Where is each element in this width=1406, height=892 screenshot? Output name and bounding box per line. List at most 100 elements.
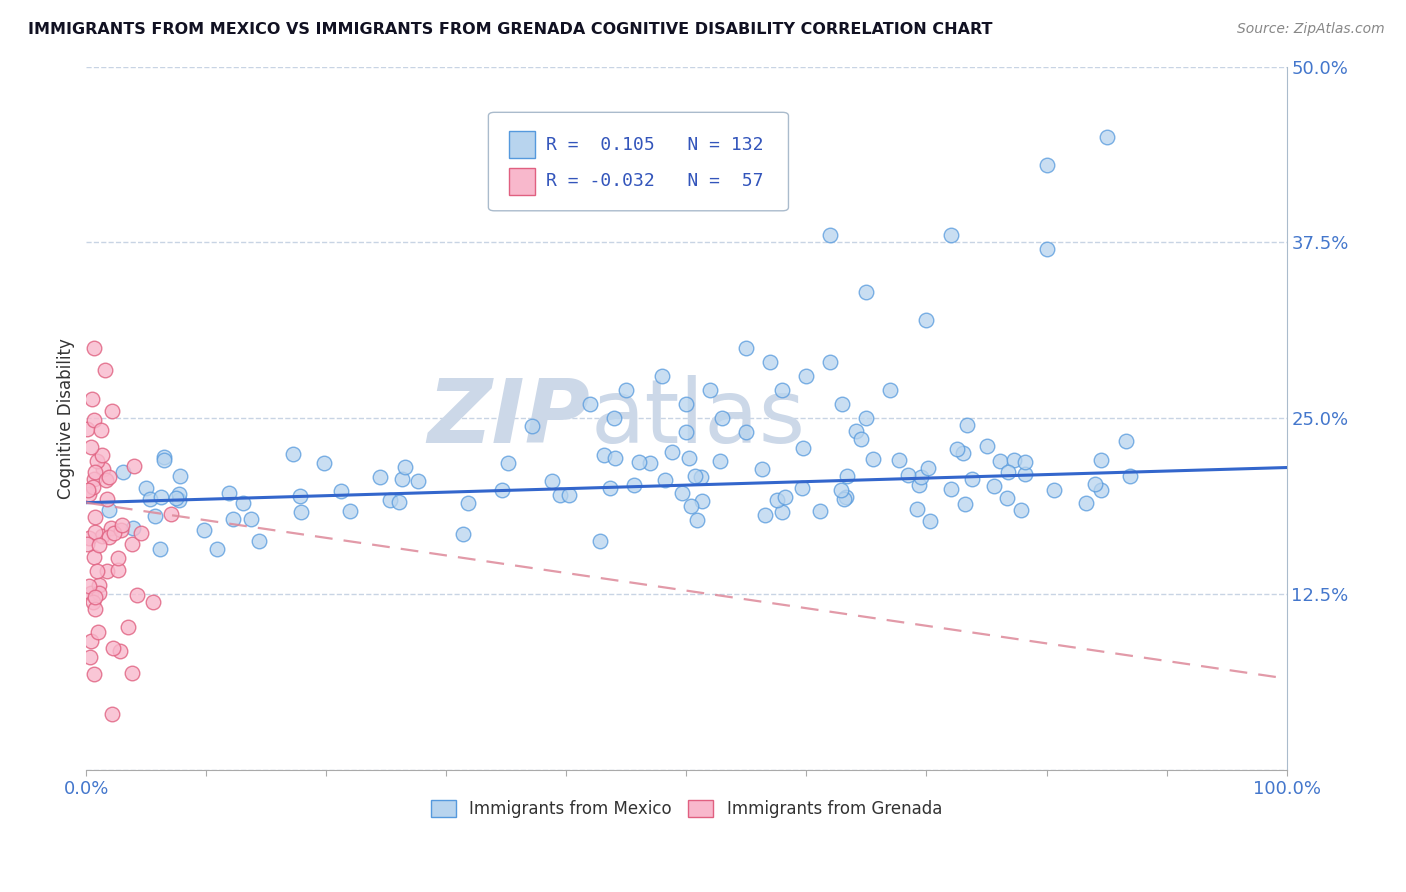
Point <box>82 480 104 494</box>
Point <box>983 479 1005 493</box>
Point <box>84 524 107 539</box>
Point <box>90 423 112 437</box>
Point <box>339 504 361 518</box>
Point <box>1014 454 1036 468</box>
Point <box>709 454 731 468</box>
Point <box>80 440 103 454</box>
Point <box>77 531 100 545</box>
Point <box>496 456 519 470</box>
Point <box>579 397 602 411</box>
Point <box>879 383 901 397</box>
Point <box>101 404 124 418</box>
Point <box>540 475 562 489</box>
Point <box>394 460 416 475</box>
Point <box>675 397 697 411</box>
Point <box>222 512 245 526</box>
Point <box>79 649 101 664</box>
Point <box>772 383 794 397</box>
Point <box>678 451 700 466</box>
Point <box>378 493 401 508</box>
Point <box>107 550 129 565</box>
Point <box>593 448 616 462</box>
Point <box>905 502 928 516</box>
Point <box>770 505 793 519</box>
Point <box>661 445 683 459</box>
Point <box>491 483 513 497</box>
Point <box>110 523 132 537</box>
Point <box>84 590 107 604</box>
Point <box>1002 453 1025 467</box>
Point <box>79 586 101 600</box>
Point <box>101 706 124 721</box>
Point <box>80 634 103 648</box>
Point <box>897 467 920 482</box>
Point <box>83 413 105 427</box>
Point <box>86 564 108 578</box>
Text: atlas: atlas <box>591 375 806 462</box>
Point <box>135 481 157 495</box>
Point <box>751 462 773 476</box>
Point <box>288 489 311 503</box>
Point <box>962 472 984 486</box>
Point <box>150 490 173 504</box>
Point <box>391 472 413 486</box>
Point <box>952 446 974 460</box>
Point <box>654 474 676 488</box>
Point <box>77 487 100 501</box>
Point <box>457 496 479 510</box>
Point <box>910 470 932 484</box>
Point <box>87 537 110 551</box>
Point <box>143 509 166 524</box>
Point <box>142 594 165 608</box>
Point <box>1115 434 1137 448</box>
Point <box>599 481 621 495</box>
Point <box>628 455 651 469</box>
Point <box>205 541 228 556</box>
Point <box>917 461 939 475</box>
Text: ZIP: ZIP <box>427 375 591 462</box>
Point <box>623 478 645 492</box>
Point <box>152 450 174 464</box>
Point <box>87 624 110 639</box>
Point <box>675 425 697 440</box>
Point <box>690 493 713 508</box>
Point <box>711 411 734 425</box>
Point <box>558 488 581 502</box>
Point <box>139 491 162 506</box>
Point <box>832 491 855 506</box>
Point <box>735 341 758 355</box>
Point <box>851 433 873 447</box>
Point <box>792 441 814 455</box>
Point <box>1084 476 1107 491</box>
Point <box>218 486 240 500</box>
Point <box>290 505 312 519</box>
Point <box>683 469 706 483</box>
Point <box>82 595 104 609</box>
Point <box>193 524 215 538</box>
Point <box>699 383 721 397</box>
Point <box>651 369 673 384</box>
Point <box>754 508 776 523</box>
Point <box>97 470 120 484</box>
Point <box>84 510 107 524</box>
Point <box>520 418 543 433</box>
Point <box>312 456 335 470</box>
Point <box>94 363 117 377</box>
Text: R = -0.032   N =  57: R = -0.032 N = 57 <box>546 172 763 190</box>
Point <box>84 465 107 479</box>
Point <box>820 228 842 243</box>
Point <box>368 469 391 483</box>
Point <box>77 579 100 593</box>
FancyBboxPatch shape <box>488 112 789 211</box>
Point <box>773 490 796 504</box>
Point <box>77 483 100 497</box>
Point <box>111 465 134 479</box>
Point <box>766 492 789 507</box>
Point <box>87 578 110 592</box>
Point <box>98 530 121 544</box>
Point <box>679 499 702 513</box>
Point <box>93 461 115 475</box>
FancyBboxPatch shape <box>509 131 536 158</box>
Point <box>283 447 305 461</box>
Point <box>1014 467 1036 481</box>
